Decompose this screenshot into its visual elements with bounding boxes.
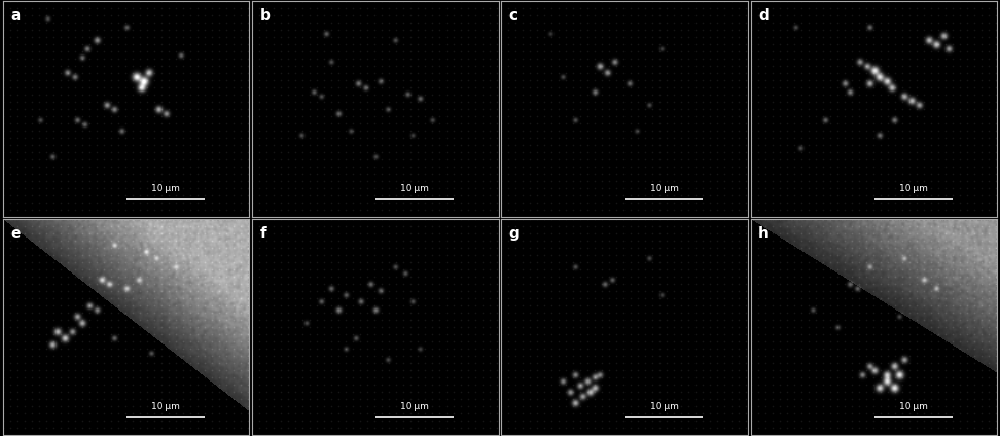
Text: c: c — [509, 8, 518, 23]
Text: a: a — [10, 8, 21, 23]
Text: h: h — [758, 226, 769, 241]
Text: 10 μm: 10 μm — [151, 402, 180, 411]
Text: 10 μm: 10 μm — [650, 184, 678, 193]
Text: 10 μm: 10 μm — [400, 402, 429, 411]
Text: e: e — [10, 226, 21, 241]
Text: 10 μm: 10 μm — [899, 402, 928, 411]
Text: 10 μm: 10 μm — [899, 184, 928, 193]
Text: 10 μm: 10 μm — [400, 184, 429, 193]
Text: 10 μm: 10 μm — [650, 402, 678, 411]
Text: g: g — [509, 226, 520, 241]
Text: 10 μm: 10 μm — [151, 184, 180, 193]
Text: b: b — [260, 8, 271, 23]
Text: d: d — [758, 8, 769, 23]
Text: f: f — [260, 226, 266, 241]
